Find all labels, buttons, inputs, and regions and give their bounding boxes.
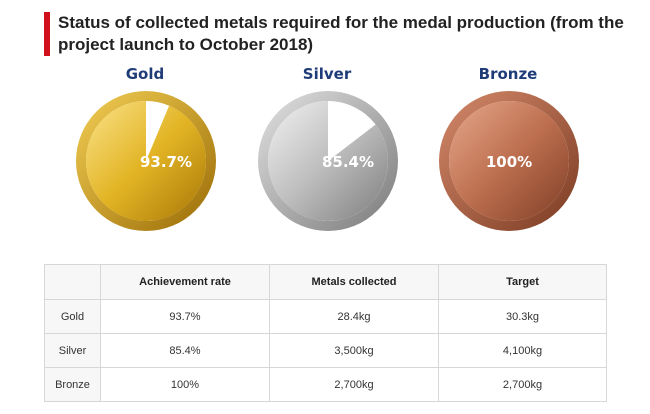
table-header-row: Achievement rate Metals collected Target <box>44 264 607 300</box>
title-accent-bar <box>44 12 50 56</box>
medal-charts: Gold Silver Bronze 93.7% 85.4% 100% <box>0 60 650 250</box>
table-cell: 30.3kg <box>438 299 607 334</box>
table-header-metals-collected: Metals collected <box>269 264 439 300</box>
table-row: Silver 85.4% 3,500kg 4,100kg <box>44 333 607 368</box>
table-cell: 93.7% <box>100 299 270 334</box>
medal-pie-silver: 85.4% <box>258 91 398 231</box>
medal-percent-label: 85.4% <box>322 153 374 171</box>
table-header-corner <box>44 264 101 300</box>
chart-title: Status of collected metals required for … <box>58 13 624 54</box>
table-row: Gold 93.7% 28.4kg 30.3kg <box>44 299 607 334</box>
medal-percent-label: 93.7% <box>140 153 192 171</box>
medal-label-silver: Silver <box>302 65 352 83</box>
medal-label-gold: Gold <box>125 65 165 83</box>
table-cell: 28.4kg <box>269 299 439 334</box>
medal-pie-bronze: 100% <box>439 91 579 231</box>
medal-achieved-slice <box>449 101 569 221</box>
table-row-label: Gold <box>44 299 101 334</box>
table-cell: 2,700kg <box>438 367 607 402</box>
table-row: Bronze 100% 2,700kg 2,700kg <box>44 367 607 402</box>
medal-achieved-slice <box>268 101 388 221</box>
table-cell: 4,100kg <box>438 333 607 368</box>
medal-label-bronze: Bronze <box>478 65 538 83</box>
metals-table: Achievement rate Metals collected Target… <box>44 264 607 402</box>
table-cell: 2,700kg <box>269 367 439 402</box>
table-header-target: Target <box>438 264 607 300</box>
medal-percent-label: 100% <box>486 153 532 171</box>
medal-achieved-slice <box>86 101 206 221</box>
table-header-achievement-rate: Achievement rate <box>100 264 270 300</box>
table-row-label: Silver <box>44 333 101 368</box>
table-cell: 100% <box>100 367 270 402</box>
medal-pie-gold: 93.7% <box>76 91 216 231</box>
table-cell: 3,500kg <box>269 333 439 368</box>
table-cell: 85.4% <box>100 333 270 368</box>
table-row-label: Bronze <box>44 367 101 402</box>
